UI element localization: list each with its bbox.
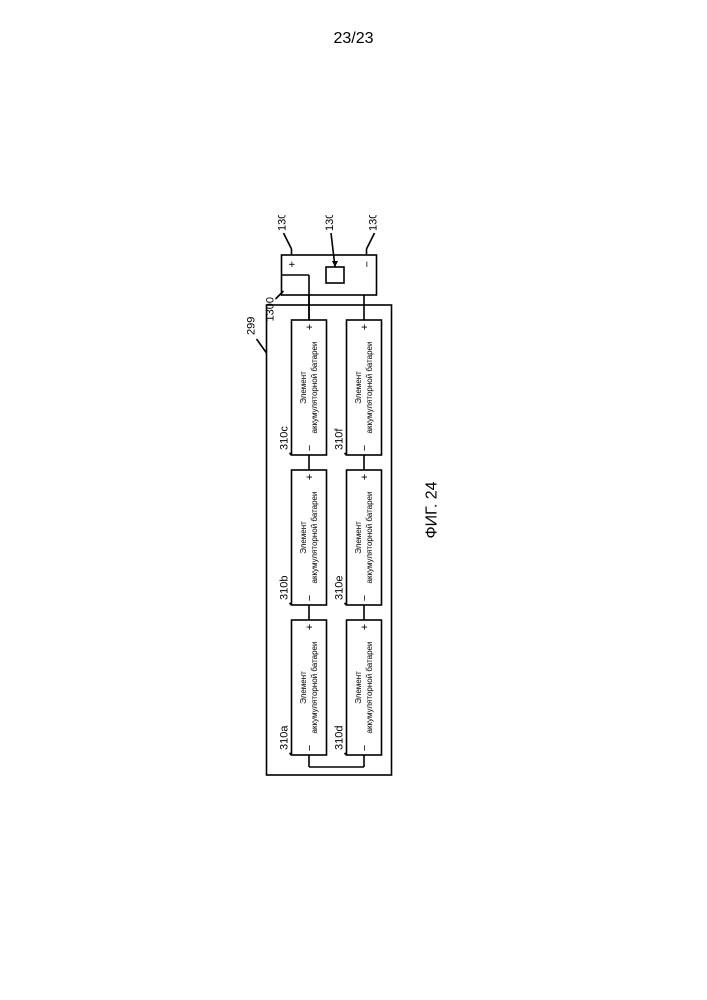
cell-neg-sign: − xyxy=(304,595,316,601)
cell-ref-label: 310b xyxy=(278,576,290,600)
cell-ref-leader xyxy=(344,753,346,755)
cell-pos-sign: + xyxy=(304,474,316,480)
cell-neg-sign: − xyxy=(304,745,316,751)
cell-ref-label: 310f xyxy=(333,428,345,450)
cell-ref-leader xyxy=(344,603,346,605)
cell-ref-leader xyxy=(289,603,291,605)
battery-cell xyxy=(291,470,326,605)
cell-pos-sign: + xyxy=(359,624,371,630)
cell-ref-leader xyxy=(344,453,346,455)
cell-ref-leader xyxy=(289,753,291,755)
cell-ref-leader xyxy=(289,453,291,455)
cell-ref-label: 310d xyxy=(333,726,345,750)
pack-ref-leader xyxy=(256,339,266,353)
pack-ref-label: 299 xyxy=(245,317,257,335)
ref-1302-leader xyxy=(283,233,291,249)
figure-label: ФИГ. 24 xyxy=(423,481,440,538)
cell-pos-sign: + xyxy=(304,624,316,630)
cell-label-line2: аккумуляторной батареи xyxy=(365,492,374,584)
battery-cell xyxy=(346,620,381,755)
cell-pos-sign: + xyxy=(359,324,371,330)
cell-label-line1: Элемент xyxy=(299,671,308,704)
battery-cell xyxy=(346,470,381,605)
cell-ref-label: 310e xyxy=(333,576,345,600)
cell-label-line2: аккумуляторной батареи xyxy=(310,642,319,734)
cell-label-line2: аккумуляторной батареи xyxy=(365,342,374,434)
cell-label-line1: Элемент xyxy=(299,371,308,404)
ref-1308-leader xyxy=(366,233,374,249)
terminal-inner xyxy=(326,267,344,283)
page: 23/23 299Элементаккумуляторной батареи−+… xyxy=(0,0,707,1000)
cell-label-line1: Элемент xyxy=(354,371,363,404)
ref-1302: 1302 xyxy=(276,215,288,231)
cell-ref-label: 310c xyxy=(278,426,290,450)
ref-1304: 1304 xyxy=(324,215,336,231)
diagram-canvas: 299Элементаккумуляторной батареи−+310aЭл… xyxy=(236,215,471,785)
cell-label-line1: Элемент xyxy=(299,521,308,554)
cell-neg-sign: − xyxy=(304,445,316,451)
battery-pack-diagram: 299Элементаккумуляторной батареи−+310aЭл… xyxy=(236,215,466,785)
cell-pos-sign: + xyxy=(359,474,371,480)
page-number: 23/23 xyxy=(0,30,707,48)
cell-label-line2: аккумуляторной батареи xyxy=(310,492,319,584)
ref-1300: 1300 xyxy=(264,297,276,321)
terminal-pos-sign: + xyxy=(286,261,298,267)
cell-neg-sign: − xyxy=(359,445,371,451)
terminal-neg-sign: − xyxy=(361,261,373,267)
battery-cell xyxy=(291,320,326,455)
cell-ref-label: 310a xyxy=(278,725,290,750)
cell-label-line1: Элемент xyxy=(354,671,363,704)
cell-label-line2: аккумуляторной батареи xyxy=(365,642,374,734)
battery-cell xyxy=(346,320,381,455)
cell-neg-sign: − xyxy=(359,745,371,751)
cell-neg-sign: − xyxy=(359,595,371,601)
battery-cell xyxy=(291,620,326,755)
cell-label-line1: Элемент xyxy=(354,521,363,554)
ref-1308: 1308 xyxy=(367,215,379,231)
cell-label-line2: аккумуляторной батареи xyxy=(310,342,319,434)
cell-pos-sign: + xyxy=(304,324,316,330)
